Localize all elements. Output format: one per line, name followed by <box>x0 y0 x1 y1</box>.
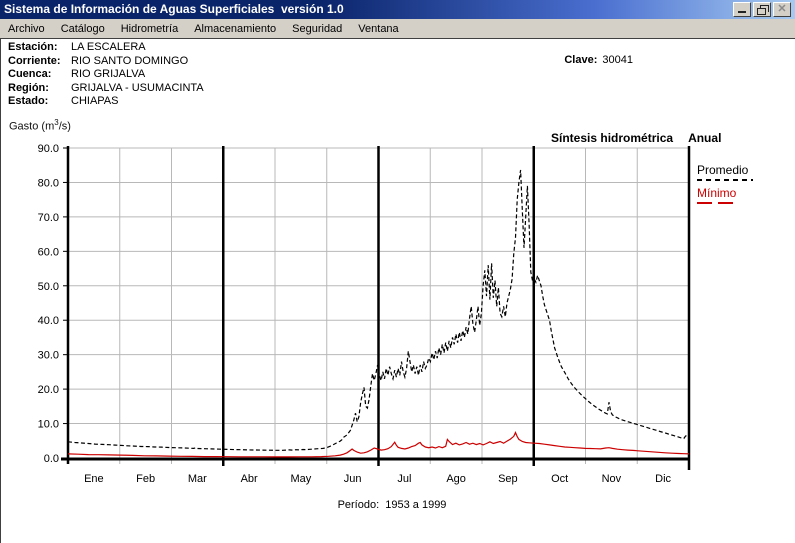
y-tick-label: 90.0 <box>38 143 59 155</box>
y-tick-label: 0.0 <box>44 453 59 465</box>
station-value: CHIAPAS <box>71 95 119 107</box>
chart-title: Síntesis hidrométrica Anual <box>531 117 721 159</box>
y-tick-label: 20.0 <box>38 384 59 396</box>
x-tick-label: Mar <box>188 473 207 485</box>
hydrograph-chart: 0.0 10.0 20.0 30.0 40.0 50.0 60.0 70.0 80.0 90.0 E… <box>38 143 691 485</box>
menu-bar: Archivo Catálogo Hidrometría Almacenamie… <box>0 19 795 39</box>
x-tick-label: Jun <box>344 473 362 485</box>
restore-button[interactable] <box>753 2 771 17</box>
x-tick-label: Ago <box>446 473 466 485</box>
station-key-value: 30041 <box>602 54 633 66</box>
x-tick-label: Abr <box>241 473 258 485</box>
x-tick-label: Oct <box>551 473 568 485</box>
x-tick-label: Feb <box>136 473 155 485</box>
close-icon: ✕ <box>777 3 787 15</box>
legend-minimo-label: Mínimo <box>697 186 737 200</box>
client-area: Estación: LA ESCALERA Corriente: RIO SAN… <box>0 39 795 543</box>
y-tick-label: 80.0 <box>38 177 59 189</box>
station-label: Estación: <box>8 41 58 53</box>
x-tick-label: Jul <box>397 473 411 485</box>
y-tick-label: 50.0 <box>38 281 59 293</box>
station-row-estado: Estado: CHIAPAS <box>8 95 204 109</box>
station-info: Estación: LA ESCALERA Corriente: RIO SAN… <box>8 41 204 109</box>
menu-almacenamiento[interactable]: Almacenamiento <box>194 22 277 35</box>
chart-title-main: Síntesis hidrométrica <box>551 131 674 145</box>
legend-promedio-label: Promedio <box>697 163 749 177</box>
minimize-button[interactable] <box>733 2 751 17</box>
window-title: Sistema de Información de Aguas Superfic… <box>4 2 344 16</box>
chart-title-period-type: Anual <box>688 131 722 145</box>
station-row-region: Región: GRIJALVA - USUMACINTA <box>8 82 204 96</box>
station-label: Región: <box>8 81 49 94</box>
station-row-estacion: Estación: LA ESCALERA <box>8 41 204 55</box>
menu-seguridad[interactable]: Seguridad <box>292 22 343 35</box>
menu-catalogo[interactable]: Catálogo <box>60 22 105 35</box>
station-label: Cuenca: <box>8 68 52 80</box>
y-tick-label: 40.0 <box>38 315 59 327</box>
menu-hidrometria[interactable]: Hidrometría <box>120 22 179 35</box>
y-tick-label: 70.0 <box>38 212 59 224</box>
y-tick-label: 30.0 <box>38 350 59 362</box>
period-caption: Período: 1953 a 1999 <box>337 499 447 511</box>
station-key-label: Clave: <box>564 54 598 66</box>
station-row-corriente: Corriente: RIO SANTO DOMINGO <box>8 55 204 69</box>
station-label: Estado: <box>8 95 49 107</box>
station-label: Corriente: <box>8 54 61 67</box>
station-row-cuenca: Cuenca: RIO GRIJALVA <box>8 68 204 82</box>
menu-archivo[interactable]: Archivo <box>8 22 45 35</box>
minimize-icon <box>738 11 746 13</box>
x-tick-label: Ene <box>84 473 104 485</box>
y-tick-label: 60.0 <box>38 246 59 258</box>
x-tick-label: Nov <box>602 473 622 485</box>
station-value: RIO GRIJALVA <box>71 68 146 80</box>
station-value: LA ESCALERA <box>71 41 146 53</box>
window-controls: ✕ <box>733 2 791 17</box>
legend-minimo-line <box>697 202 739 204</box>
series-minimo <box>67 430 690 458</box>
title-bar[interactable]: Sistema de Información de Aguas Superfic… <box>0 0 795 19</box>
station-value: GRIJALVA - USUMACINTA <box>71 81 204 94</box>
x-tick-label: Sep <box>498 473 518 485</box>
x-tick-label: May <box>290 473 311 485</box>
station-value: RIO SANTO DOMINGO <box>71 54 189 67</box>
close-button[interactable]: ✕ <box>773 2 791 17</box>
chart-legend: Promedio Mínimo <box>697 163 753 209</box>
legend-promedio-line <box>697 179 753 181</box>
station-key: Clave: 30041 <box>546 41 633 80</box>
y-tick-label: 10.0 <box>38 419 59 431</box>
y-axis-title: Gasto (m3/s) <box>9 118 71 133</box>
menu-ventana[interactable]: Ventana <box>358 22 399 35</box>
x-tick-label: Dic <box>655 473 671 485</box>
